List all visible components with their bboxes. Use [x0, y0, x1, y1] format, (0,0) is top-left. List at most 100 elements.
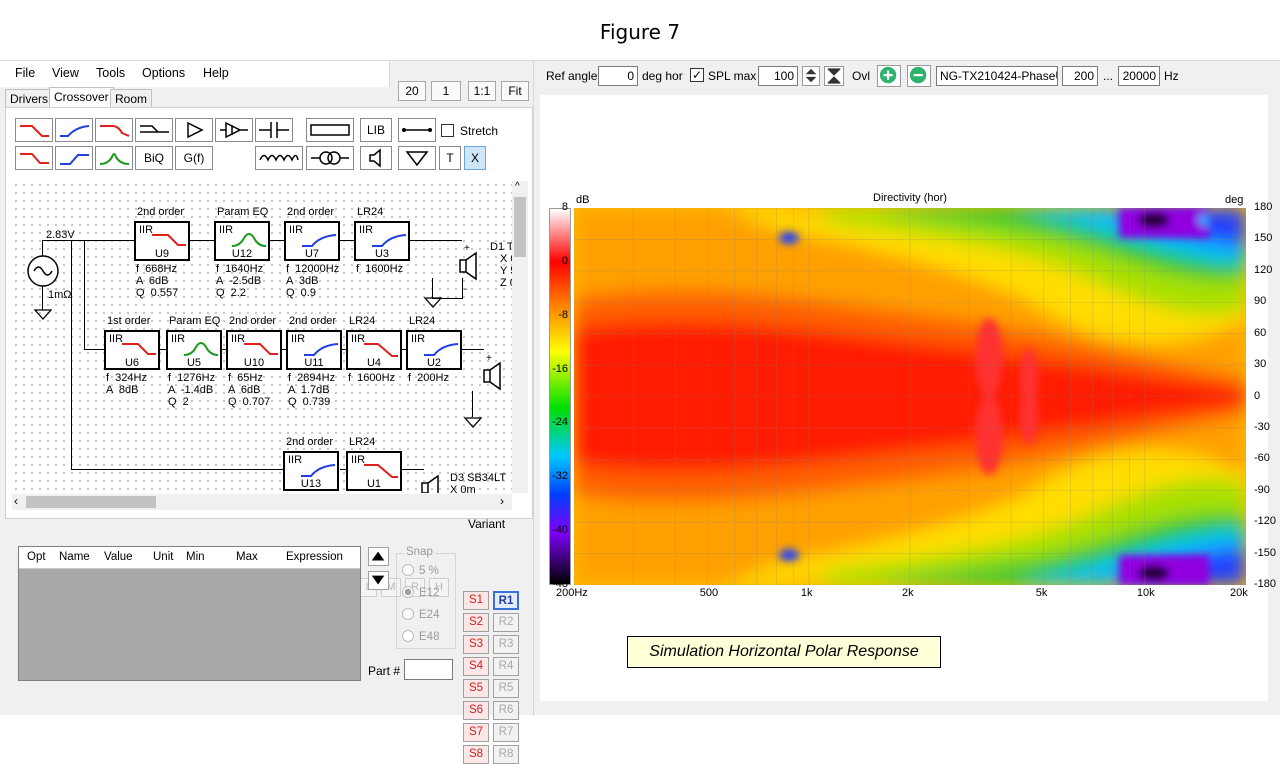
- lowpass-tool-button[interactable]: [15, 118, 53, 142]
- schematic-vertical-scrollbar[interactable]: ^: [512, 181, 528, 493]
- variant-r2-button[interactable]: R2: [493, 613, 519, 632]
- x-tick-label: 1k: [800, 587, 813, 599]
- snap-option-5[interactable]: 5 %: [402, 564, 439, 577]
- tab-room[interactable]: Room: [110, 89, 153, 107]
- variant-s4-button[interactable]: S4: [463, 657, 489, 676]
- scroll-right-icon[interactable]: ›: [500, 494, 504, 508]
- biquad-tool-button[interactable]: BiQ: [135, 146, 173, 170]
- text-tool-button[interactable]: T: [439, 146, 461, 170]
- variant-s3-button[interactable]: S3: [463, 635, 489, 654]
- filter-block-u12[interactable]: IIR U12: [214, 221, 270, 261]
- wire-tool-button[interactable]: [398, 118, 436, 142]
- filter-block-u7[interactable]: IIR U7: [284, 221, 340, 261]
- schematic-horizontal-scrollbar[interactable]: ‹ ›: [12, 494, 512, 510]
- variant-s6-button[interactable]: S6: [463, 701, 489, 720]
- filter-block-u3[interactable]: IIR U3: [354, 221, 410, 261]
- part-number-input[interactable]: [404, 659, 453, 680]
- variant-r7-button[interactable]: R7: [493, 723, 519, 742]
- ref-angle-input[interactable]: 0: [598, 66, 638, 86]
- filter-block-u13[interactable]: IIR U13: [283, 451, 339, 491]
- menu-options[interactable]: Options: [142, 66, 186, 80]
- filter-block-u9[interactable]: IIR U9: [134, 221, 190, 261]
- scroll-left-icon[interactable]: ‹: [14, 494, 18, 508]
- variant-r4-button[interactable]: R4: [493, 657, 519, 676]
- zoom-20-button[interactable]: 20: [398, 81, 426, 101]
- stretch-label: Stretch: [460, 124, 499, 138]
- freq-max-input[interactable]: 20000: [1118, 66, 1160, 86]
- snap-option-e48[interactable]: E48: [402, 630, 439, 643]
- filter-block-u11[interactable]: IIR U11: [286, 330, 342, 370]
- resistor-tool-button[interactable]: [306, 118, 354, 142]
- variant-s1-button[interactable]: S1: [463, 591, 489, 610]
- move-down-button[interactable]: [368, 571, 389, 590]
- transformer-tool-button[interactable]: [306, 146, 354, 170]
- variant-s7-button[interactable]: S7: [463, 723, 489, 742]
- variant-s8-button[interactable]: S8: [463, 745, 489, 764]
- library-button[interactable]: LIB: [360, 118, 392, 142]
- move-up-button[interactable]: [368, 547, 389, 566]
- schematic-canvas[interactable]: 2.83V 1mΩ 2nd order IIR U9 f 668Hz A 6dB Q …: [12, 181, 512, 493]
- filter-block-u6[interactable]: IIR U6: [104, 330, 160, 370]
- spl-max-checkbox[interactable]: ✓: [690, 68, 704, 82]
- x-tool-button[interactable]: X: [464, 146, 486, 170]
- menu-tools[interactable]: Tools: [96, 66, 126, 80]
- zoom-1-button[interactable]: 1: [431, 81, 461, 101]
- x-tick-label: 500: [699, 587, 719, 599]
- variant-r6-button[interactable]: R6: [493, 701, 519, 720]
- filter-id: U7: [304, 248, 320, 260]
- menu-file[interactable]: File: [15, 66, 36, 80]
- peq-tool-button[interactable]: [95, 146, 133, 170]
- variant-r5-button[interactable]: R5: [493, 679, 519, 698]
- snap-option-e24[interactable]: E24: [402, 608, 439, 621]
- filter-title: 2nd order: [286, 436, 334, 448]
- filter-block-u5[interactable]: IIR U5: [166, 330, 222, 370]
- highpass-first-tool-button[interactable]: [55, 146, 93, 170]
- menu-help[interactable]: Help: [203, 66, 229, 80]
- capacitor-tool-button[interactable]: [255, 118, 293, 142]
- ground-tool-button[interactable]: [398, 146, 436, 170]
- zoom-1to1-button[interactable]: 1:1: [468, 81, 496, 101]
- tab-crossover[interactable]: Crossover: [49, 87, 114, 108]
- freq-min-input[interactable]: 200: [1062, 66, 1098, 86]
- gf-tool-button[interactable]: G(f): [175, 146, 213, 170]
- snap-option-e12[interactable]: E12: [402, 586, 439, 599]
- filter-block-u4[interactable]: IIR U4: [346, 330, 402, 370]
- wire: [42, 240, 134, 241]
- variant-r8-button[interactable]: R8: [493, 745, 519, 764]
- spl-max-input[interactable]: 100: [758, 66, 798, 86]
- lowpass2-tool-button[interactable]: [95, 118, 133, 142]
- filter-block-u2[interactable]: IIR U2: [406, 330, 462, 370]
- speaker-tool-button[interactable]: [360, 146, 392, 170]
- scroll-up-icon[interactable]: ^: [515, 181, 520, 192]
- spl-spin-button[interactable]: [802, 66, 820, 86]
- tab-drivers[interactable]: Drivers: [5, 89, 53, 107]
- lowpass-first-tool-button[interactable]: [15, 146, 53, 170]
- shelf-tool-button[interactable]: [135, 118, 173, 142]
- y-tick-label: 120: [1254, 263, 1273, 276]
- filter-block-u10[interactable]: IIR U10: [226, 330, 282, 370]
- overlay-curve-select[interactable]: NG-TX210424-PhaseUr: [936, 66, 1058, 86]
- remove-overlay-button[interactable]: [907, 65, 931, 87]
- deg-hor-label: deg hor: [642, 69, 683, 83]
- optimizer-table[interactable]: Opt Name Value Unit Min Max Expression: [18, 546, 361, 681]
- highpass-tool-button[interactable]: [55, 118, 93, 142]
- fit-range-button[interactable]: [824, 66, 844, 86]
- amplifier-tool-button[interactable]: [175, 118, 213, 142]
- filter-title: Param EQ: [169, 315, 221, 327]
- variant-s2-button[interactable]: S2: [463, 613, 489, 632]
- scroll-thumb[interactable]: [26, 496, 156, 508]
- add-overlay-button[interactable]: [877, 65, 901, 87]
- menu-view[interactable]: View: [52, 66, 79, 80]
- buffer-tool-button[interactable]: [215, 118, 253, 142]
- driver1-name: D1 T: [490, 241, 512, 253]
- scroll-thumb[interactable]: [514, 197, 526, 257]
- inductor-tool-button[interactable]: [255, 146, 303, 170]
- variant-s5-button[interactable]: S5: [463, 679, 489, 698]
- zoom-fit-button[interactable]: Fit: [501, 81, 529, 101]
- stretch-checkbox[interactable]: [441, 124, 454, 137]
- splitter[interactable]: [533, 61, 534, 716]
- variant-r3-button[interactable]: R3: [493, 635, 519, 654]
- opt-button-h[interactable]: H: [429, 578, 449, 597]
- filter-block-u1[interactable]: IIR U1: [346, 451, 402, 491]
- variant-r1-button[interactable]: R1: [493, 591, 519, 610]
